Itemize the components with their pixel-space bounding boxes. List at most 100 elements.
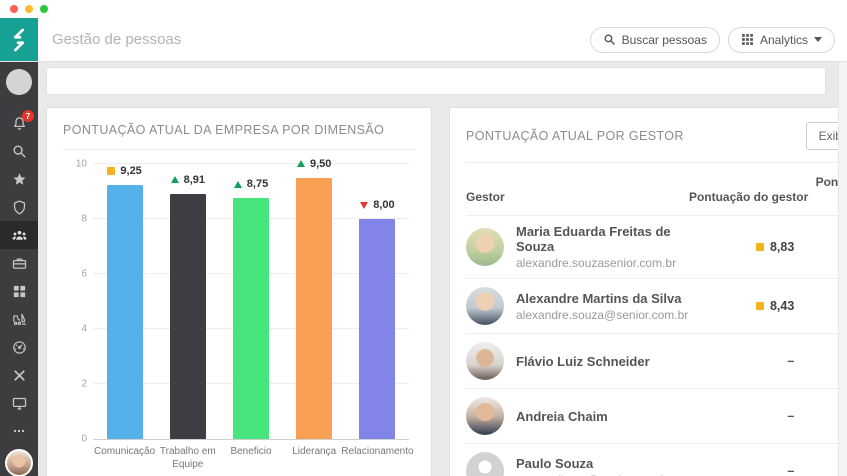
logo-glyph xyxy=(13,28,25,51)
gestor-score-cell: 8,83 xyxy=(688,240,808,254)
ellipsis-icon xyxy=(13,429,25,433)
gridline xyxy=(93,163,409,164)
close-window-icon[interactable] xyxy=(10,5,18,13)
gestor-score-cell: – xyxy=(787,464,795,476)
x-axis-label: Beneficio xyxy=(230,446,272,457)
sidebar-item-favorites[interactable] xyxy=(0,165,38,193)
search-icon xyxy=(11,143,28,160)
sidebar-item-search[interactable] xyxy=(0,137,38,165)
gestor-cell: Maria Eduarda Freitas de Souza alexandre.… xyxy=(466,224,688,270)
shield-icon xyxy=(11,199,28,216)
bar-group: 9,50 Liderança xyxy=(283,158,346,457)
gestor-score-cell: – xyxy=(787,354,795,368)
team-icon xyxy=(11,227,28,244)
gestor-cell: Alexandre Martins da Silva alexandre.souz… xyxy=(466,287,688,325)
gestor-cell: Andreia Chaim xyxy=(466,397,688,435)
sidebar-item-devices[interactable] xyxy=(0,389,38,417)
bar-value-label: 8,00 xyxy=(336,199,419,211)
bar-value-label: 9,25 xyxy=(83,165,166,177)
monitor-icon xyxy=(11,395,28,412)
flat-marker-icon xyxy=(755,302,764,310)
bar-group: 8,75 Beneficio xyxy=(219,164,282,457)
search-people-label: Buscar pessoas xyxy=(621,32,707,47)
sidebar-item-logistics[interactable] xyxy=(0,305,38,333)
apps-grid-icon xyxy=(742,34,753,45)
table-row[interactable]: Paulo Souza gestor.cliente@senior.com.br –… xyxy=(466,444,847,476)
bar[interactable] xyxy=(359,219,396,439)
y-axis-tick: 4 xyxy=(81,323,87,335)
bar[interactable] xyxy=(106,184,143,439)
gestor-card-title: PONTUAÇÃO ATUAL POR GESTOR xyxy=(466,129,684,143)
dimension-score-card: PONTUAÇÃO ATUAL DA EMPRESA POR DIMENSÃO … xyxy=(46,107,432,476)
gestor-name: Maria Eduarda Freitas de Souza xyxy=(516,224,671,254)
bar[interactable] xyxy=(296,177,333,439)
gestor-email: alexandre.souza@senior.com.br xyxy=(516,307,689,322)
gauge-icon xyxy=(11,339,28,356)
table-row[interactable]: Andreia Chaim–– xyxy=(466,389,847,444)
avatar xyxy=(466,342,504,380)
window-titlebar xyxy=(0,0,847,18)
x-axis-label: Comunicação xyxy=(94,446,156,457)
trend-up-icon xyxy=(297,160,305,168)
page-title: Gestão de pessoas xyxy=(52,31,182,48)
y-axis-tick: 0 xyxy=(81,433,87,445)
bar[interactable] xyxy=(233,198,269,439)
table-row[interactable]: Flávio Luiz Schneider–– xyxy=(466,334,847,389)
sidebar-item-jobs[interactable] xyxy=(0,249,38,277)
support-avatar[interactable] xyxy=(5,449,33,476)
bar-chart: 0 2 4 6 8 10 9,25 Comunicação 8,91 Trabalho em Eq… xyxy=(76,158,414,470)
y-axis-tick: 10 xyxy=(75,158,87,170)
grid-icon xyxy=(11,283,28,300)
chart-title: PONTUAÇÃO ATUAL DA EMPRESA POR DIMENSÃO xyxy=(63,123,385,137)
avatar xyxy=(466,228,504,266)
minimize-window-icon[interactable] xyxy=(25,5,33,13)
column-pontuacao-gestor: Pontuação do gestor xyxy=(688,190,809,204)
bar-group: 8,91 Trabalho em Equipe xyxy=(156,164,219,470)
zoom-window-icon[interactable] xyxy=(40,5,48,13)
avatar xyxy=(466,287,504,325)
table-header: Gestor Pontuação do gestor Pontuação da … xyxy=(466,163,847,216)
search-people-button[interactable]: Buscar pessoas xyxy=(589,26,720,53)
search-icon xyxy=(604,34,615,45)
flat-marker-icon xyxy=(755,243,764,251)
sidebar-item-close-app[interactable] xyxy=(0,361,38,389)
gestor-cell: Flávio Luiz Schneider xyxy=(466,342,688,380)
gestor-name: Alexandre Martins da Silva xyxy=(516,290,682,306)
analytics-label: Analytics xyxy=(759,32,808,47)
y-axis-tick: 8 xyxy=(81,213,87,225)
x-icon xyxy=(11,367,28,384)
sidebar-item-security[interactable] xyxy=(0,193,38,221)
analytics-button[interactable]: Analytics xyxy=(727,26,835,53)
gestor-score-cell: – xyxy=(787,409,795,423)
trend-down-icon xyxy=(360,201,369,209)
sidebar-item-notifications[interactable]: 7 xyxy=(0,109,38,137)
scrolled-card-edge xyxy=(46,67,826,95)
sidebar-item-apps[interactable] xyxy=(0,277,38,305)
table-row[interactable]: Alexandre Martins da Silva alexandre.souz… xyxy=(466,279,847,334)
y-axis-tick: 6 xyxy=(81,268,87,280)
x-axis-label: Trabalho em Equipe xyxy=(159,446,216,470)
flat-marker-icon xyxy=(107,166,116,175)
senior-logo[interactable] xyxy=(0,18,38,61)
x-axis-label: Liderança xyxy=(292,446,337,457)
gestor-cell: Paulo Souza gestor.cliente@senior.com.br xyxy=(466,452,688,476)
column-gestor: Gestor xyxy=(466,190,505,204)
gestor-score-cell: 8,43 xyxy=(688,299,808,313)
table-row[interactable]: Maria Eduarda Freitas de Souza alexandre.… xyxy=(466,216,847,279)
y-axis-tick: 2 xyxy=(81,378,87,390)
bar[interactable] xyxy=(169,193,206,439)
sidebar-item-dashboard[interactable] xyxy=(0,333,38,361)
sidebar-nav: 7 xyxy=(0,62,38,476)
header-actions: Buscar pessoas Analytics xyxy=(589,18,835,61)
bar-value-label: 9,50 xyxy=(273,158,356,170)
user-avatar[interactable] xyxy=(6,69,32,95)
vertical-scrollbar[interactable] xyxy=(838,62,847,476)
gestor-email: alexandre.souzasenior.com.br xyxy=(516,256,677,270)
sidebar-item-people[interactable] xyxy=(0,221,38,249)
forklift-icon xyxy=(11,311,28,328)
sidebar-item-more[interactable] xyxy=(0,417,38,445)
app-header: Gestão de pessoas Buscar pessoas Analyti… xyxy=(0,18,847,62)
bar-group: 9,25 Comunicação xyxy=(93,164,156,457)
gestor-name: Flávio Luiz Schneider xyxy=(516,353,650,369)
gestor-name: Paulo Souza xyxy=(516,455,594,471)
